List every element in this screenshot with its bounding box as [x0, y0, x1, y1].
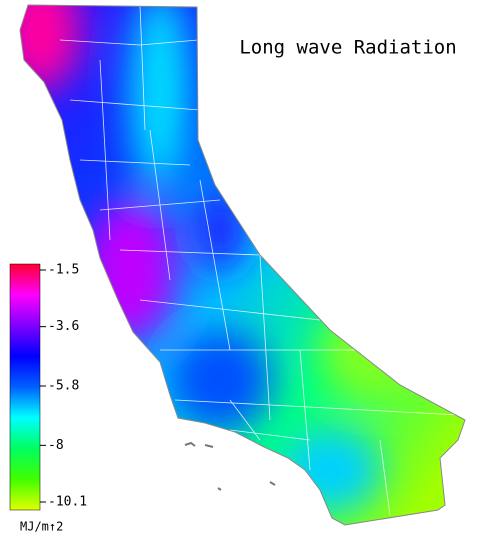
colorbar-tick-label: -10.1	[48, 495, 87, 510]
colorbar-tick-label: -1.5	[48, 263, 79, 278]
colorbar-ticks: -1.5 -3.6 -5.8 -8 -10.1	[40, 263, 87, 510]
colorbar-tick-label: -3.6	[48, 319, 79, 334]
colorbar-tick-label: -5.8	[48, 379, 79, 394]
colorbar-unit: MJ/m↑2	[20, 520, 63, 534]
map-title: Long wave Radiation	[239, 37, 456, 59]
colorbar-tick-label: -8	[48, 438, 64, 453]
colorbar	[9, 263, 41, 511]
